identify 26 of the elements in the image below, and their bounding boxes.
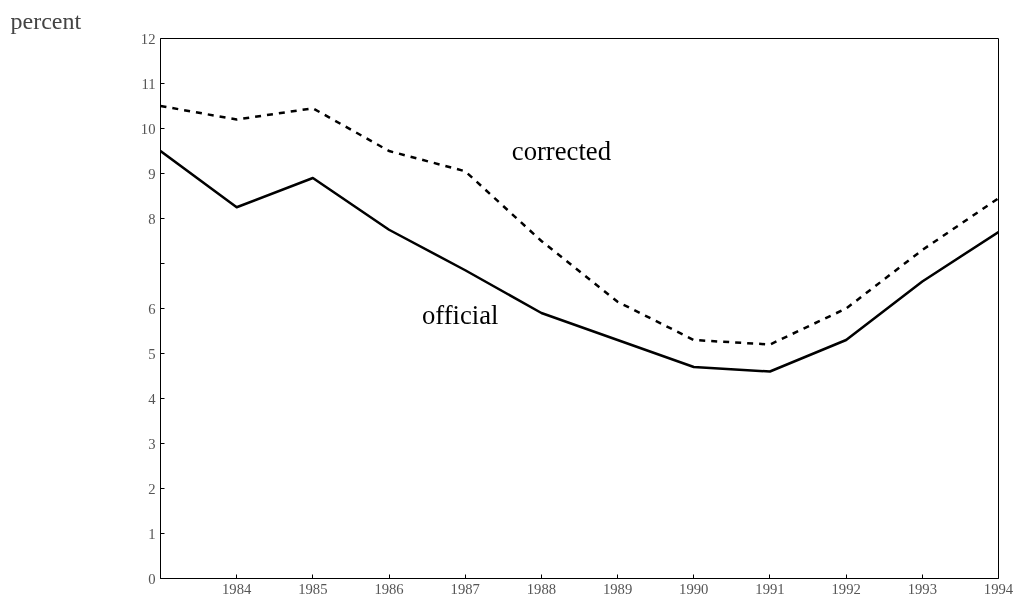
y-tick-label: 9	[148, 165, 156, 182]
y-tick-label: 8	[148, 210, 156, 227]
x-tick-label: 1991	[755, 580, 785, 597]
x-tick-label: 1986	[374, 580, 404, 597]
y-tick-label: 5	[148, 345, 156, 362]
x-tick-label: 1987	[450, 580, 480, 597]
y-tick-label: 12	[140, 30, 156, 47]
x-tick-label: 1989	[602, 580, 633, 597]
y-tick-label: 10	[140, 120, 156, 137]
x-tick-label: 1993	[907, 580, 937, 597]
y-tick-label: 11	[141, 75, 156, 92]
series-label: corrected	[511, 136, 611, 166]
x-tick-label: 1985	[298, 580, 328, 597]
y-tick-label: 6	[148, 300, 156, 317]
x-tick-label: 1992	[831, 580, 861, 597]
x-tick-label: 1994	[983, 580, 1014, 597]
y-tick-label: 3	[148, 435, 156, 452]
y-tick-label: 2	[148, 480, 156, 497]
y-tick-label: 4	[148, 390, 157, 407]
y-tick-label: 0	[148, 570, 156, 587]
x-tick-label: 1984	[222, 580, 253, 597]
y-tick-label: 1	[148, 525, 156, 542]
y-axis-title: percent	[10, 7, 82, 34]
x-tick-label: 1988	[526, 580, 557, 597]
series-label: official	[421, 300, 499, 331]
x-tick-label: 1990	[679, 580, 709, 597]
